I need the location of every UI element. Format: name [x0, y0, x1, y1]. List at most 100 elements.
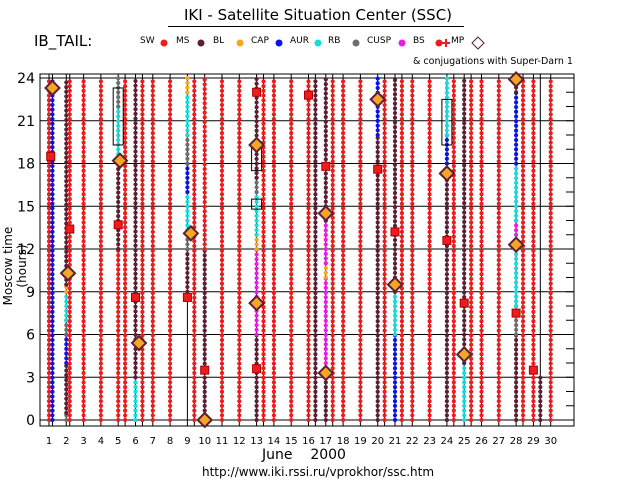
orbit-point — [375, 370, 380, 376]
orbit-point — [341, 239, 346, 244]
orbit-point — [271, 210, 276, 216]
orbit-point — [496, 159, 501, 164]
orbit-point — [261, 215, 266, 220]
orbit-point — [427, 347, 432, 352]
orbit-point — [330, 323, 335, 329]
orbit-point — [67, 93, 72, 98]
orbit-point — [358, 112, 363, 117]
orbit-point — [323, 105, 328, 110]
orbit-point — [81, 159, 86, 164]
orbit-point — [410, 394, 415, 399]
orbit-point — [548, 337, 553, 343]
orbit-point — [81, 389, 86, 394]
orbit-point — [358, 159, 363, 164]
orbit-point — [237, 178, 242, 183]
orbit-point — [289, 276, 294, 282]
orbit-point — [531, 234, 536, 239]
orbit-point — [64, 322, 69, 328]
orbit-point — [496, 333, 501, 338]
orbit-point — [271, 93, 276, 98]
orbit-point — [237, 267, 242, 272]
orbit-point — [427, 323, 432, 329]
orbit-point — [306, 149, 311, 155]
orbit-point — [116, 171, 121, 176]
orbit-point — [392, 186, 398, 191]
orbit-point — [548, 140, 553, 145]
orbit-point — [330, 206, 335, 211]
orbit-point — [289, 163, 294, 169]
orbit-point — [254, 175, 259, 180]
orbit-point — [140, 107, 145, 112]
orbit-point — [462, 215, 467, 220]
orbit-point — [451, 154, 456, 159]
orbit-point — [427, 399, 432, 404]
orbit-point — [81, 253, 86, 258]
orbit-point — [261, 112, 266, 117]
orbit-point — [261, 154, 266, 159]
orbit-point — [261, 178, 266, 183]
orbit-point — [392, 157, 398, 163]
orbit-point — [548, 394, 553, 399]
orbit-point — [382, 333, 387, 338]
orbit-point — [237, 333, 242, 338]
orbit-point — [261, 403, 266, 408]
orbit-point — [202, 276, 207, 282]
orbit-point — [469, 300, 474, 305]
orbit-point — [192, 187, 197, 192]
orbit-point — [444, 319, 449, 324]
orbit-point — [306, 384, 311, 390]
orbit-point — [399, 220, 405, 225]
orbit-point — [289, 98, 294, 103]
orbit-point — [219, 196, 225, 202]
orbit-point — [81, 281, 86, 286]
orbit-point — [341, 135, 346, 140]
orbit-point — [531, 281, 536, 286]
orbit-point — [168, 220, 173, 225]
orbit-point — [427, 352, 432, 357]
orbit-point — [219, 229, 225, 234]
orbit-point — [271, 258, 276, 263]
orbit-point — [67, 300, 72, 305]
orbit-point — [81, 239, 86, 244]
orbit-point — [358, 206, 363, 211]
orbit-point — [98, 375, 103, 380]
orbit-point — [341, 248, 346, 253]
orbit-point — [168, 408, 173, 413]
orbit-point — [192, 272, 197, 277]
orbit-point — [237, 384, 242, 390]
source-url[interactable]: http://www.iki.rssi.ru/vprokhor/ssc.htm — [201, 465, 435, 479]
orbit-point — [392, 209, 398, 214]
orbit-point — [261, 88, 266, 93]
orbit-point — [444, 272, 449, 277]
orbit-point — [67, 384, 72, 390]
orbit-point — [237, 126, 242, 131]
orbit-point — [98, 135, 103, 140]
orbit-point — [81, 168, 86, 173]
orbit-point — [427, 384, 432, 390]
orbit-point — [358, 272, 363, 277]
orbit-point — [479, 333, 484, 338]
orbit-point — [140, 328, 145, 333]
orbit-point — [81, 319, 86, 324]
orbit-point — [323, 176, 328, 181]
orbit-point — [81, 220, 86, 225]
orbit-point — [202, 281, 207, 286]
orbit-point — [123, 201, 128, 206]
orbit-point — [330, 300, 335, 305]
orbit-point — [375, 173, 380, 178]
orbit-point — [323, 171, 328, 176]
orbit-point — [261, 333, 266, 338]
orbit-point — [140, 225, 145, 230]
orbit-point — [133, 276, 138, 281]
orbit-point — [358, 168, 363, 173]
orbit-point — [330, 239, 335, 244]
orbit-point — [261, 281, 266, 286]
orbit-point — [46, 131, 52, 136]
legend-swatch — [197, 39, 205, 47]
orbit-point — [123, 131, 128, 136]
orbit-point — [261, 248, 266, 253]
orbit-point — [271, 300, 276, 305]
orbit-point — [399, 215, 405, 220]
orbit-point — [444, 114, 449, 119]
orbit-point — [202, 323, 207, 329]
